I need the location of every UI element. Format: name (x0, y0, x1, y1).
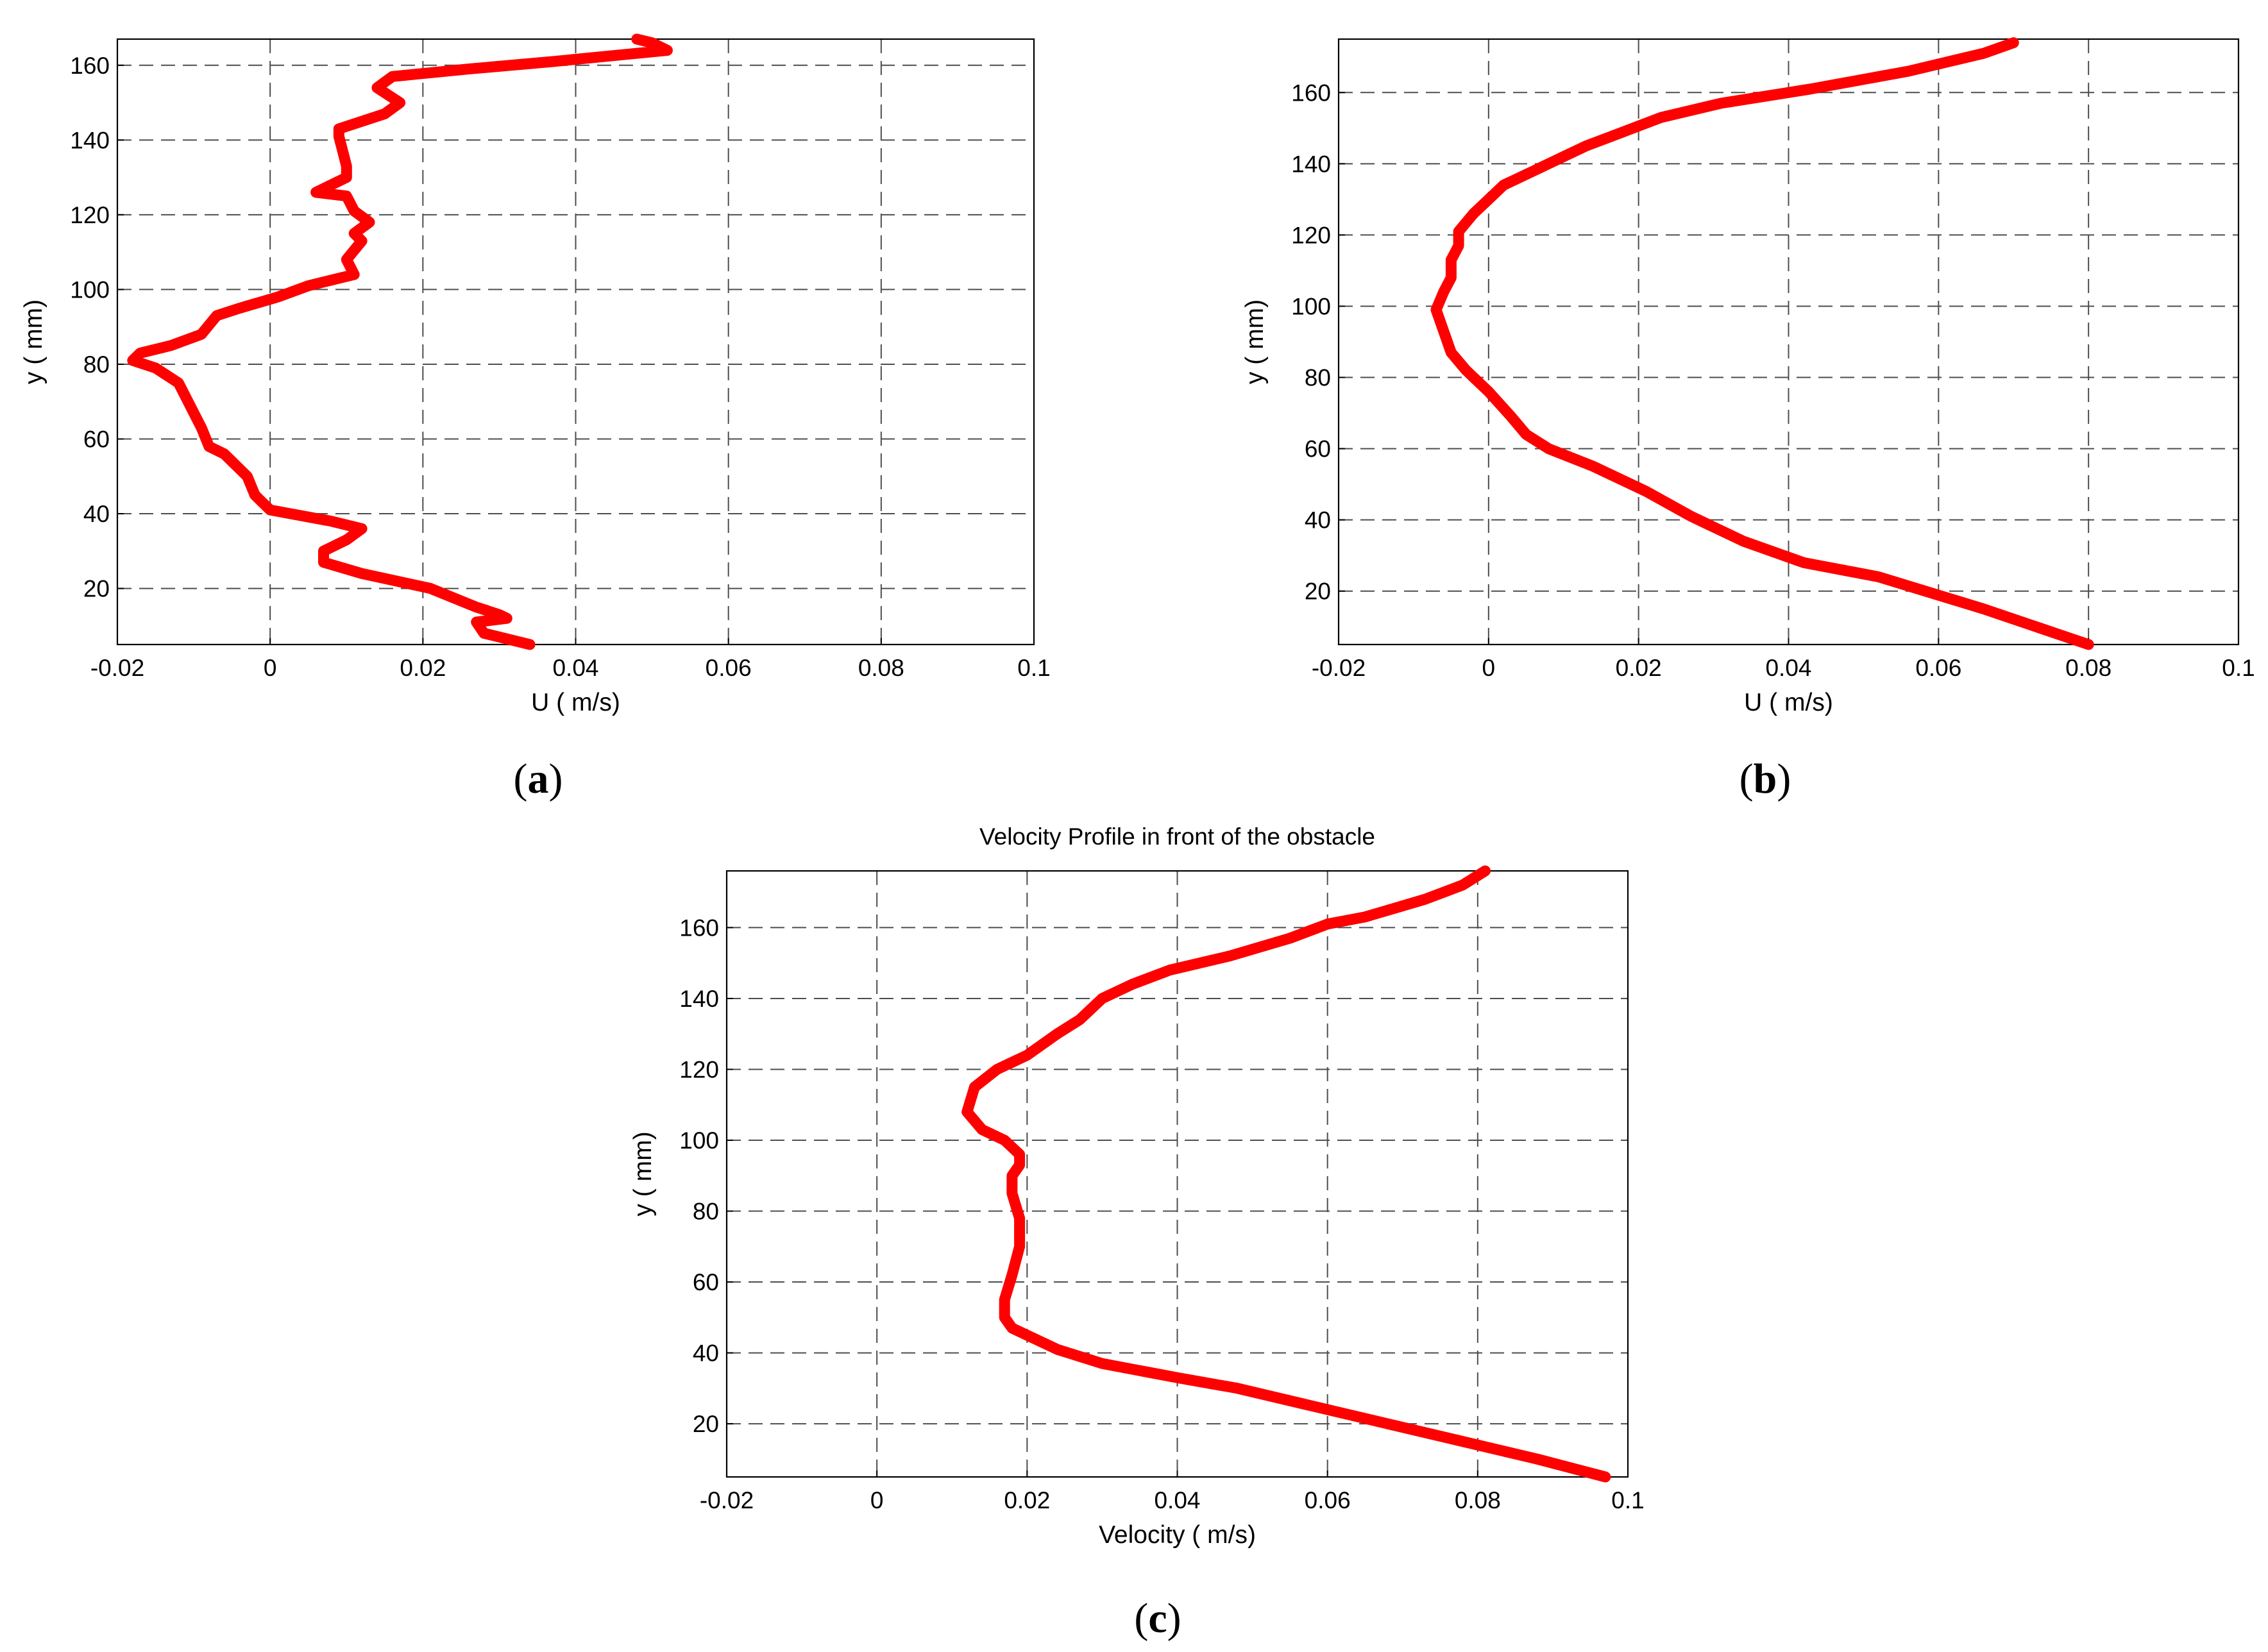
chart-a-x-tick-label: 0.02 (400, 655, 446, 681)
chart-b: -0.02 0 0.02 0.04 0.06 0.08 0.1 20 40 60 80 100 120… (1241, 37, 2255, 716)
chart-a-x-tick-label: 0.04 (552, 655, 598, 681)
chart-a-x-tick-label: -0.02 (90, 655, 144, 681)
chart-a-series-line (127, 33, 673, 650)
chart-c-x-tick-label: -0.02 (700, 1487, 754, 1513)
chart-a-y-tick-label: 60 (83, 426, 110, 453)
panel-label-a-close: ) (549, 755, 563, 802)
chart-a: -0.02 0 0.02 0.04 0.06 0.08 0.1 20 40 60 80 100 120… (20, 33, 1051, 716)
chart-a-x-tick-label: 0.06 (706, 655, 752, 681)
chart-b-x-tick-label: 0 (1482, 655, 1496, 681)
chart-b-y-tick-label: 100 (1291, 293, 1331, 319)
chart-c-y-tick-label: 60 (693, 1269, 719, 1295)
chart-b-y-tick-label: 80 (1305, 365, 1331, 391)
panel-label-b-close: ) (1777, 755, 1791, 802)
chart-a-y-tick-label: 120 (70, 202, 110, 228)
panel-label-a-open: ( (514, 755, 528, 802)
chart-a-y-ticks: 20 40 60 80 100 120 140 160 (70, 53, 124, 602)
chart-c-y-tick-label: 160 (679, 914, 719, 941)
chart-a-y-tick-label: 40 (83, 501, 110, 527)
panel-label-b-letter: b (1754, 755, 1777, 802)
chart-a-x-axis-label: U ( m/s) (531, 689, 620, 716)
chart-c-series-line (961, 865, 1611, 1483)
panel-label-c-open: ( (1134, 1595, 1148, 1642)
chart-b-x-tick-label: 0.04 (1765, 655, 1811, 681)
panel-label-c-letter: c (1148, 1595, 1167, 1642)
chart-a-x-tick-label: 0.08 (858, 655, 904, 681)
chart-c-y-tick-label: 120 (679, 1056, 719, 1083)
panel-label-b: (b) (1739, 755, 1791, 802)
chart-a-y-axis-label: y ( mm) (20, 299, 47, 384)
chart-c-y-tick-label: 80 (693, 1199, 719, 1225)
chart-b-x-tick-label: 0.1 (2222, 655, 2255, 681)
panel-label-c: (c) (1134, 1595, 1181, 1642)
chart-b-y-tick-label: 160 (1291, 80, 1331, 106)
chart-c: Velocity Profile in front of the obstacl… (629, 823, 1645, 1549)
chart-c-x-tick-label: 0.02 (1004, 1487, 1050, 1513)
chart-c-x-axis-label: Velocity ( m/s) (1099, 1521, 1256, 1549)
chart-a-y-tick-label: 140 (70, 127, 110, 153)
chart-c-x-tick-label: 0.04 (1154, 1487, 1200, 1513)
chart-b-x-tick-label: 0.02 (1616, 655, 1662, 681)
chart-b-x-axis-label: U ( m/s) (1744, 689, 1833, 716)
chart-c-x-tick-label: 0.08 (1455, 1487, 1501, 1513)
chart-b-y-tick-label: 120 (1291, 222, 1331, 248)
panel-label-a-letter: a (528, 755, 549, 802)
chart-a-y-tick-label: 20 (83, 576, 110, 602)
chart-a-x-ticks: -0.02 0 0.02 0.04 0.06 0.08 0.1 (90, 638, 1051, 681)
chart-c-x-tick-label: 0 (870, 1487, 884, 1513)
chart-a-y-tick-label: 80 (83, 351, 110, 378)
chart-a-y-tick-label: 100 (70, 276, 110, 303)
chart-c-x-tick-label: 0.06 (1305, 1487, 1351, 1513)
chart-b-x-tick-label: 0.06 (1915, 655, 1961, 681)
chart-c-y-tick-label: 140 (679, 986, 719, 1012)
chart-b-series-line (1430, 37, 2094, 650)
chart-c-y-tick-label: 20 (693, 1411, 719, 1437)
panel-label-c-close: ) (1167, 1595, 1181, 1642)
chart-c-title: Velocity Profile in front of the obstacl… (979, 823, 1375, 850)
chart-b-y-axis-label: y ( mm) (1241, 299, 1269, 384)
chart-b-y-ticks: 20 40 60 80 100 120 140 160 (1291, 80, 1345, 605)
panel-label-a: (a) (514, 755, 563, 802)
chart-c-y-axis-label: y ( mm) (629, 1131, 657, 1216)
chart-a-x-tick-label: 0 (264, 655, 277, 681)
chart-b-x-tick-label: 0.08 (2065, 655, 2111, 681)
chart-b-y-tick-label: 20 (1305, 578, 1331, 605)
chart-c-y-tick-label: 100 (679, 1127, 719, 1154)
chart-b-y-tick-label: 60 (1305, 436, 1331, 462)
chart-c-x-ticks: -0.02 0 0.02 0.04 0.06 0.08 0.1 (700, 1471, 1645, 1513)
chart-b-y-tick-label: 140 (1291, 151, 1331, 177)
chart-b-x-ticks: -0.02 0 0.02 0.04 0.06 0.08 0.1 (1312, 638, 2255, 681)
chart-b-grid (1339, 39, 2238, 645)
chart-a-grid (117, 39, 1034, 645)
chart-a-y-tick-label: 160 (70, 53, 110, 79)
panel-label-b-open: ( (1739, 755, 1754, 802)
chart-a-x-tick-label: 0.1 (1017, 655, 1050, 681)
chart-c-x-tick-label: 0.1 (1611, 1487, 1644, 1513)
chart-b-x-tick-label: -0.02 (1312, 655, 1366, 681)
chart-c-y-ticks: 20 40 60 80 100 120 140 160 (679, 914, 733, 1437)
chart-b-y-tick-label: 40 (1305, 507, 1331, 534)
chart-c-y-tick-label: 40 (693, 1340, 719, 1367)
